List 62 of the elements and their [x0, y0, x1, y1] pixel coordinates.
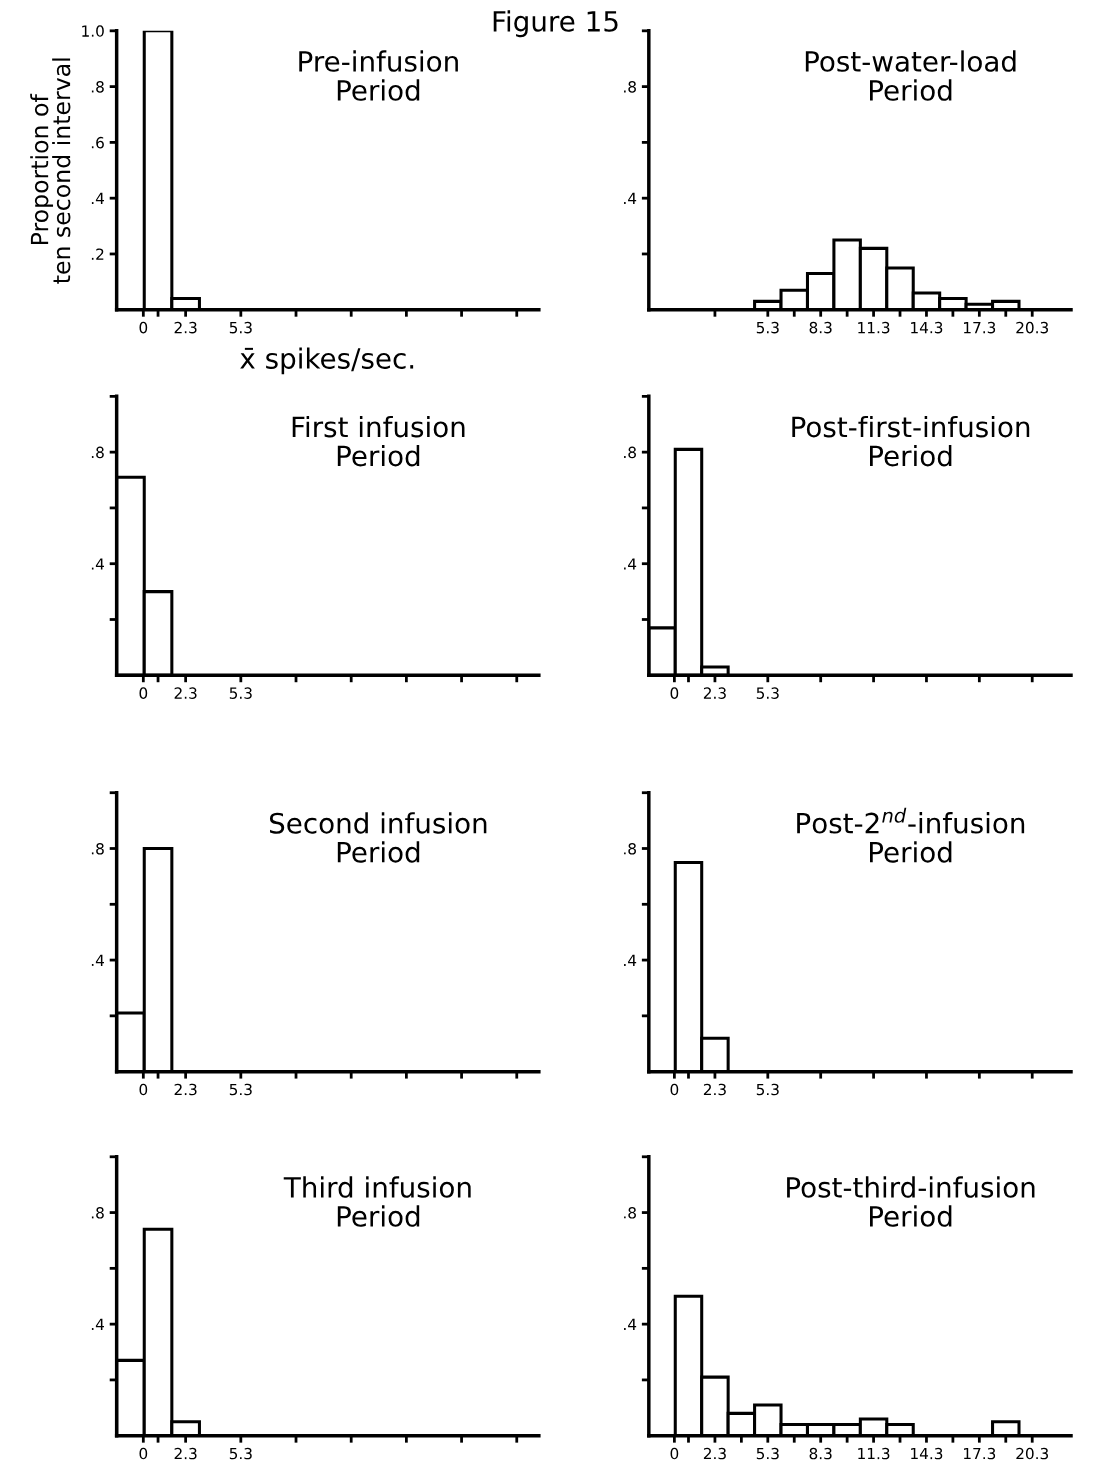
y-tick-label: .8: [624, 446, 636, 459]
y-tick-label: .4: [91, 1318, 104, 1330]
text: Post-third-infusion Period: [787, 1176, 1035, 1227]
x-tick-label: 14.3: [911, 1447, 943, 1460]
x-tick-label: 2.3: [174, 1083, 197, 1096]
x-tick-label: 2.3: [703, 687, 726, 699]
x-tick-label: 2.3: [703, 1083, 726, 1096]
text: Pre-infusion Period: [299, 50, 458, 101]
x-tick-label: 0: [139, 687, 148, 699]
y-tick-label: .2: [91, 248, 104, 260]
x-tick-label: 2.3: [703, 1447, 726, 1460]
y-tick-label: .8: [624, 81, 636, 93]
text: Post-first-infusion Period: [792, 415, 1030, 467]
text: Third infusion Period: [283, 1176, 471, 1227]
x-tick-label: 20.3: [1016, 1447, 1049, 1460]
y-tick-label: .4: [91, 192, 104, 204]
y-tick-label: .4: [624, 1318, 637, 1330]
y-tick-label: .6: [91, 136, 104, 149]
x-tick-label: 14.3: [911, 321, 943, 334]
y-tick-label: .8: [91, 1207, 104, 1219]
x-tick-label: 8.3: [809, 321, 832, 334]
x-tick-label: 0: [670, 1083, 679, 1096]
y-tick-label: .8: [91, 446, 104, 459]
text: Post-2$^{nd}$-infusion Period: [797, 807, 1025, 863]
x-tick-label: 17.3: [964, 321, 996, 334]
x-tick-label: 11.3: [858, 321, 890, 334]
text: Post-water-load Period: [805, 50, 1016, 101]
x-tick-label: 8.3: [809, 1447, 832, 1460]
x-tick-label: 5.3: [229, 687, 252, 699]
y-axis-title: Proportion of ten second interval: [30, 58, 71, 284]
x-tick-label: 5.3: [756, 321, 779, 334]
text: Second infusion Period: [269, 812, 487, 863]
y-tick-label: .4: [624, 954, 637, 966]
x-tick-label: 2.3: [174, 1447, 197, 1460]
x-tick-label: 5.3: [229, 1447, 252, 1460]
y-tick-label: .4: [91, 954, 104, 966]
x-tick-label: 5.3: [229, 321, 252, 334]
annotation: Figure 15: [493, 10, 618, 38]
x-tick-label: 5.3: [756, 1447, 779, 1460]
y-tick-label: .4: [624, 192, 637, 204]
y-tick-label: .8: [91, 842, 104, 855]
x-tick-label: 5.3: [229, 1083, 252, 1096]
x-axis-title: x̄ spikes/sec.: [240, 347, 414, 375]
y-tick-label: .8: [624, 842, 636, 855]
x-tick-label: 0: [670, 687, 679, 699]
y-tick-label: .4: [91, 558, 104, 570]
x-tick-label: 0: [139, 1083, 148, 1096]
y-tick-label: .8: [91, 81, 104, 93]
x-tick-label: 0: [670, 1447, 679, 1460]
y-tick-label: .4: [624, 558, 637, 570]
y-tick-label: 1.0: [82, 25, 104, 37]
x-tick-label: 2.3: [174, 321, 197, 334]
y-tick-label: .8: [624, 1207, 636, 1219]
x-tick-label: 11.3: [858, 1447, 890, 1460]
x-tick-label: 17.3: [964, 1447, 996, 1460]
x-tick-label: 5.3: [756, 687, 779, 699]
x-tick-label: 2.3: [174, 687, 197, 699]
x-tick-label: 5.3: [756, 1083, 779, 1096]
x-tick-label: 0: [139, 321, 148, 334]
x-tick-label: 20.3: [1016, 321, 1049, 334]
x-tick-label: 0: [139, 1447, 148, 1460]
text: First infusion Period: [292, 415, 465, 467]
